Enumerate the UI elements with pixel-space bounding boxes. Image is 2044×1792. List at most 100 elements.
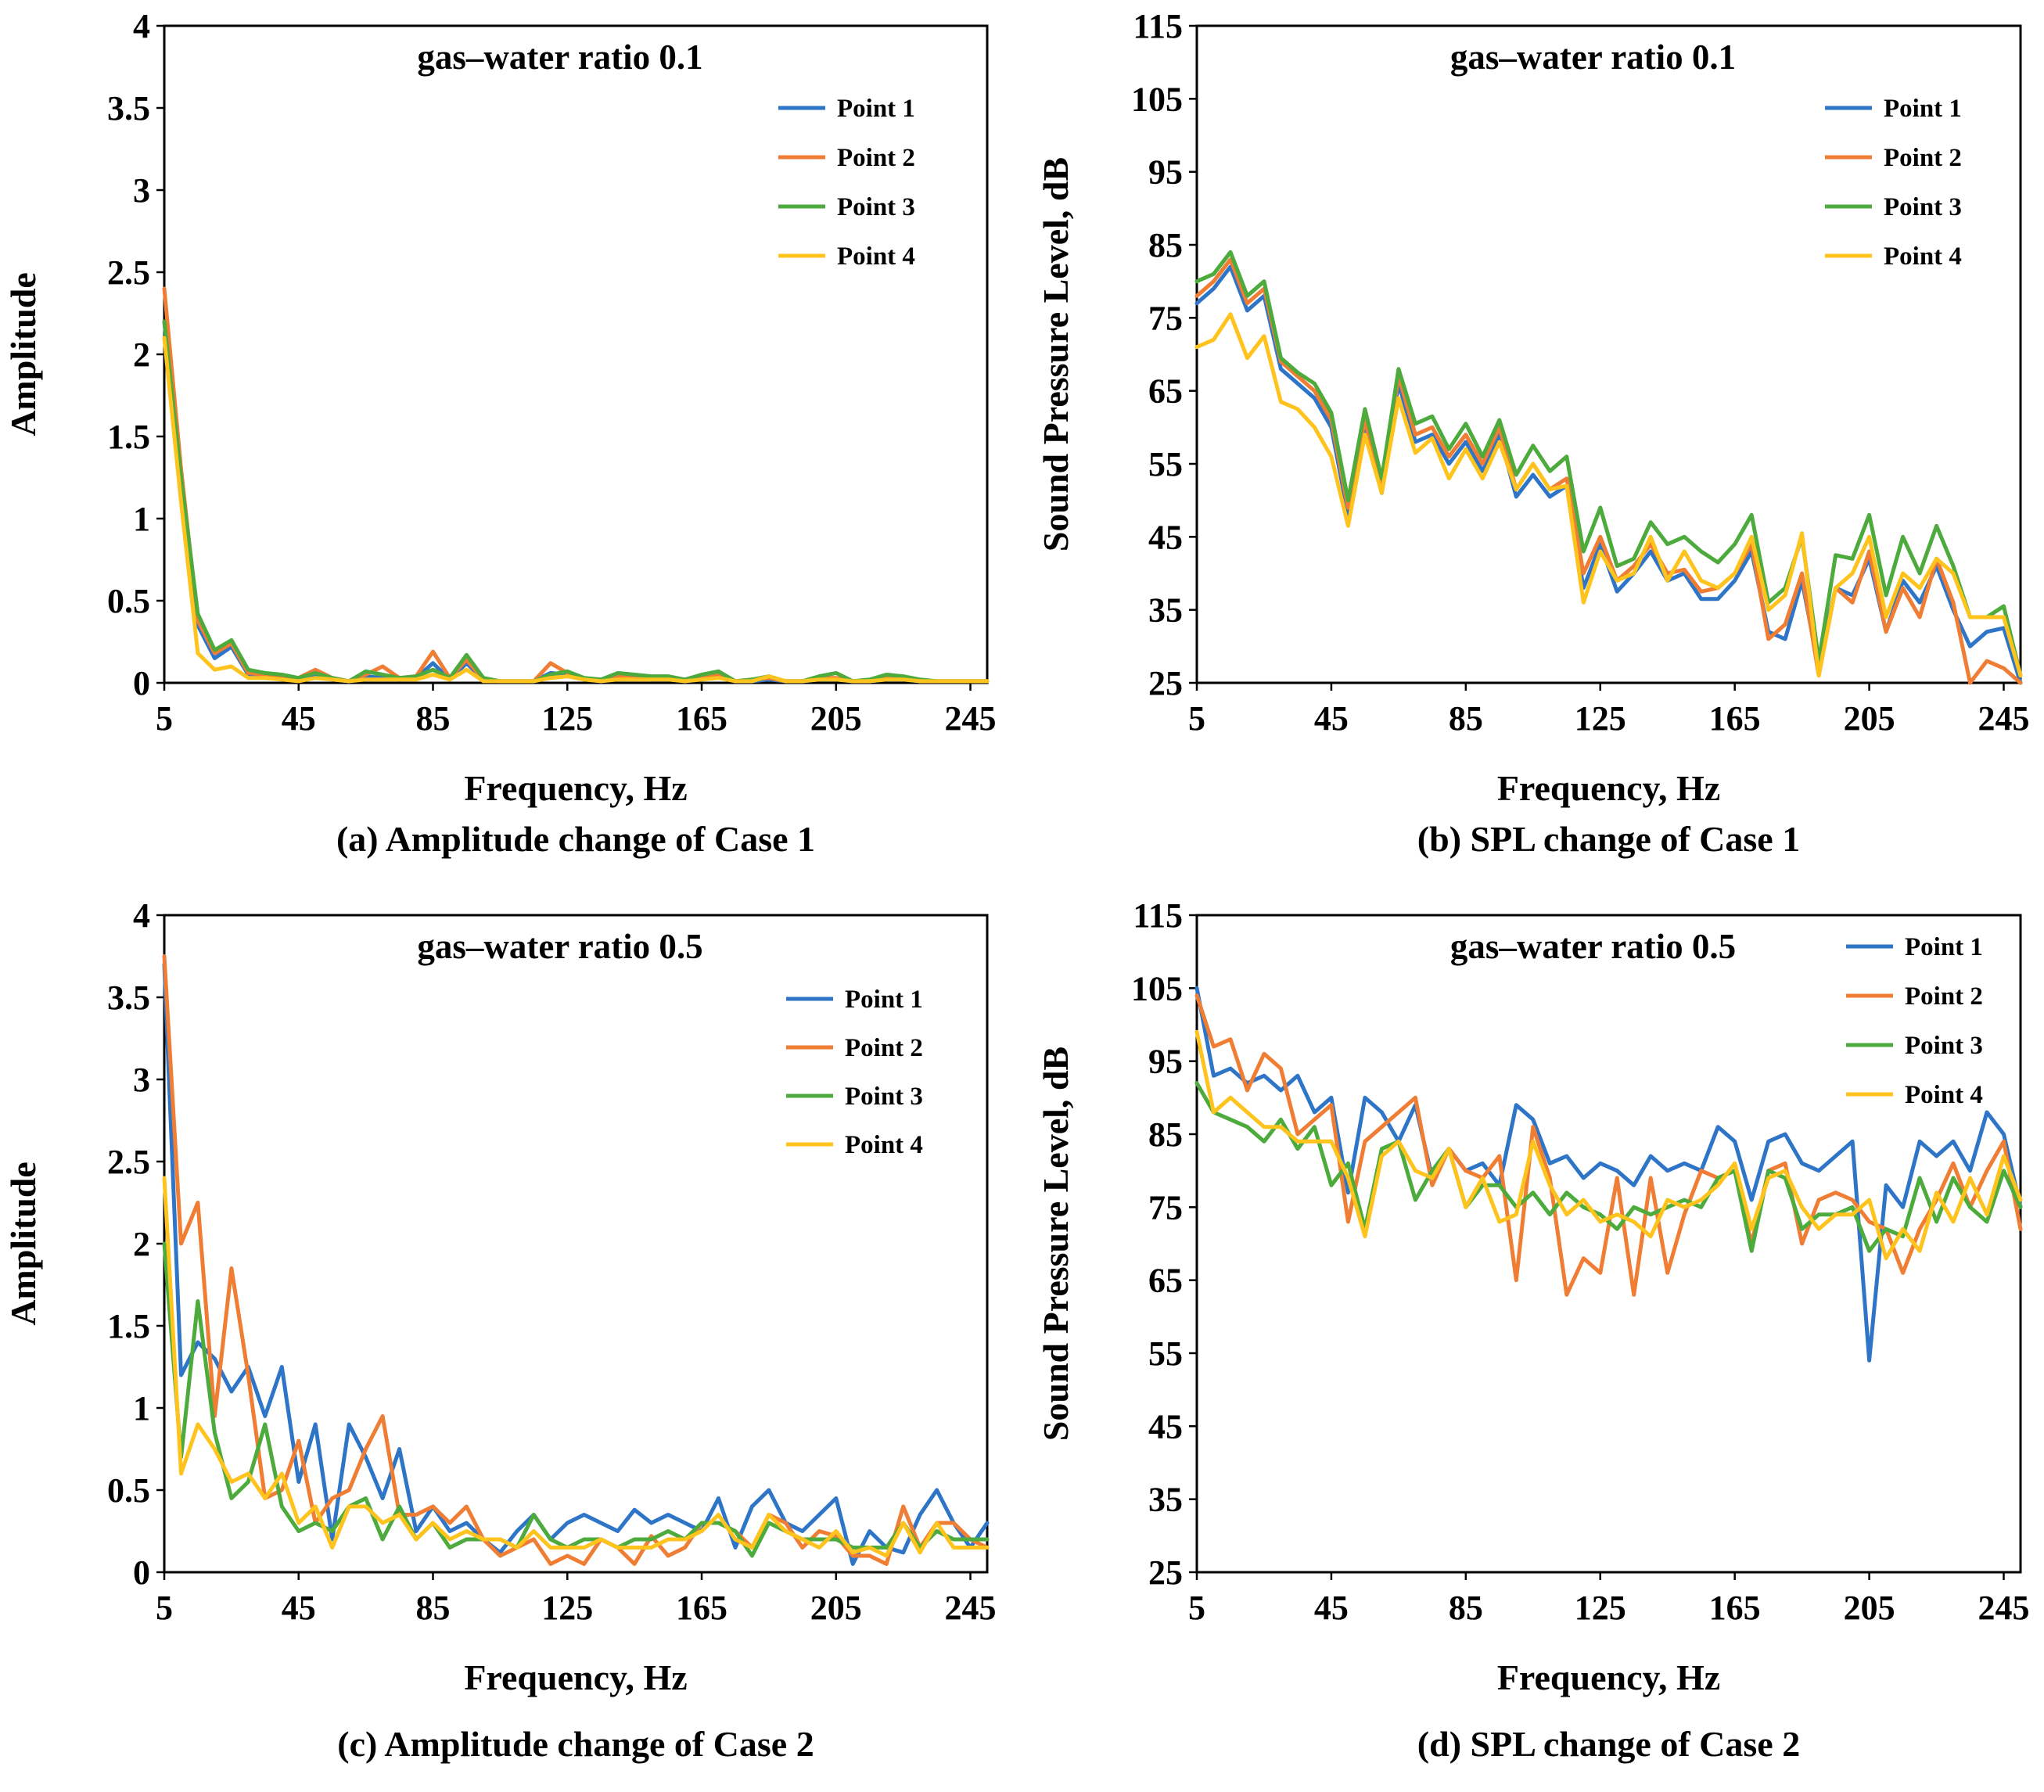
x-tick-label: 5 — [1188, 1589, 1205, 1627]
legend-label-point-4: Point 4 — [1884, 242, 1962, 271]
chart-panel-d: 25 35 45 55 65 75 85 95 105 115 5 45 85 125 165 205 245 F… — [1036, 896, 2030, 1764]
legend-label-point-3: Point 3 — [1905, 1032, 1983, 1060]
x-tick-label: 245 — [1978, 699, 2030, 738]
x-tick-label: 85 — [416, 699, 451, 738]
y-tick-label: 115 — [1133, 896, 1183, 935]
y-tick-label: 3.5 — [107, 89, 150, 127]
chart-panel-b: 25 35 45 55 65 75 85 95 105 115 5 45 85 125 165 205 245 F… — [1036, 7, 2030, 859]
figure-caption: (b) SPL change of Case 1 — [1417, 819, 1800, 859]
y-tick-label: 75 — [1148, 299, 1183, 337]
legend: Point 1 Point 2 Point 3 Point 4 — [786, 986, 923, 1159]
series-line-point-2 — [162, 954, 990, 1566]
y-tick-label: 45 — [1148, 518, 1183, 556]
y-tick-label: 3.5 — [107, 979, 150, 1017]
series-line-point-2 — [1194, 257, 2023, 685]
x-tick-label: 45 — [1314, 699, 1349, 738]
y-axis-title: Amplitude — [3, 272, 43, 436]
series-line-point-2 — [1194, 993, 2023, 1297]
y-tick-label: 85 — [1148, 226, 1183, 264]
figure-caption: (c) Amplitude change of Case 2 — [337, 1724, 814, 1764]
x-axis-title: Frequency, Hz — [464, 1657, 687, 1697]
y-tick-label: 85 — [1148, 1115, 1183, 1154]
y-tick-label: 55 — [1148, 1334, 1183, 1373]
series-line-point-2 — [162, 286, 990, 684]
y-tick-label: 105 — [1131, 969, 1183, 1007]
legend-label-point-1: Point 1 — [1884, 95, 1962, 123]
y-tick-label: 2 — [133, 1225, 150, 1263]
y-tick-label: 35 — [1148, 1481, 1183, 1519]
x-tick-label: 245 — [945, 1589, 997, 1627]
y-tick-label: 65 — [1148, 1262, 1183, 1300]
x-tick-label: 205 — [810, 1589, 862, 1627]
series-line-point-4 — [162, 1176, 990, 1558]
x-tick-label: 125 — [1575, 1589, 1626, 1627]
y-tick-label: 1 — [133, 1389, 150, 1427]
legend-label-point-2: Point 2 — [1905, 982, 1983, 1011]
x-tick-label: 165 — [676, 1589, 727, 1627]
annotation-text: gas–water ratio 0.1 — [1450, 38, 1736, 77]
y-tick-label: 25 — [1148, 664, 1183, 702]
annotation-text: gas–water ratio 0.1 — [417, 38, 702, 77]
y-tick-label: 2.5 — [107, 253, 150, 292]
legend-label-point-2: Point 2 — [837, 144, 915, 172]
y-tick-label: 65 — [1148, 372, 1183, 411]
plot-frame — [1195, 24, 2022, 684]
y-tick-label: 55 — [1148, 445, 1183, 483]
x-tick-label: 205 — [810, 699, 862, 738]
series-line-point-1 — [162, 319, 990, 684]
legend-label-point-4: Point 4 — [1905, 1081, 1983, 1109]
y-tick-label: 3 — [133, 171, 150, 210]
y-tick-label: 0.5 — [107, 1471, 150, 1510]
legend-label-point-3: Point 3 — [837, 193, 915, 221]
series-line-point-4 — [1194, 1029, 2023, 1261]
legend: Point 1 Point 2 Point 3 Point 4 — [1846, 933, 1983, 1109]
x-tick-label: 45 — [282, 1589, 316, 1627]
x-tick-label: 125 — [541, 699, 593, 738]
legend-label-point-1: Point 1 — [837, 95, 915, 123]
y-tick-label: 0 — [133, 1553, 150, 1592]
series-line-point-3 — [1194, 250, 2023, 678]
x-tick-label: 165 — [676, 699, 727, 738]
y-tick-label: 75 — [1148, 1188, 1183, 1226]
y-tick-label: 95 — [1148, 1043, 1183, 1081]
legend-label-point-3: Point 3 — [845, 1083, 923, 1111]
figure-caption: (a) Amplitude change of Case 1 — [336, 819, 815, 859]
chart-panel-c: 00.511.522.533.545 45 85 125 165 205 245Freque… — [3, 896, 997, 1764]
series-line-point-3 — [1194, 1081, 2023, 1253]
series-line-point-4 — [1194, 312, 2023, 678]
x-tick-label: 85 — [1449, 1589, 1483, 1627]
y-tick-label: 25 — [1148, 1553, 1183, 1592]
y-tick-label: 1.5 — [107, 1307, 150, 1345]
x-tick-label: 125 — [1575, 699, 1626, 738]
legend-label-point-2: Point 2 — [1884, 144, 1962, 172]
y-tick-label: 3 — [133, 1061, 150, 1099]
series-line-point-1 — [1194, 986, 2023, 1363]
y-tick-label: 35 — [1148, 591, 1183, 630]
y-axis-title: Amplitude — [3, 1162, 43, 1326]
x-tick-label: 5 — [1188, 699, 1205, 738]
series-line-point-4 — [162, 336, 990, 684]
y-tick-label: 0 — [133, 664, 150, 702]
x-tick-label: 85 — [416, 1589, 451, 1627]
y-tick-label: 4 — [133, 896, 150, 935]
y-tick-label: 2.5 — [107, 1143, 150, 1181]
x-tick-label: 45 — [1314, 1589, 1349, 1627]
x-tick-label: 5 — [156, 1589, 173, 1627]
x-tick-label: 245 — [1978, 1589, 2030, 1627]
figure-caption: (d) SPL change of Case 2 — [1417, 1724, 1800, 1764]
y-axis-title: Sound Pressure Level, dB — [1036, 1047, 1076, 1441]
x-tick-label: 125 — [541, 1589, 593, 1627]
y-tick-label: 105 — [1131, 80, 1183, 118]
x-axis-title: Frequency, Hz — [1497, 1657, 1720, 1697]
x-tick-label: 165 — [1709, 699, 1761, 738]
y-tick-label: 2 — [133, 336, 150, 374]
y-tick-label: 1 — [133, 500, 150, 538]
y-tick-label: 0.5 — [107, 582, 150, 620]
y-tick-label: 95 — [1148, 153, 1183, 192]
x-tick-label: 165 — [1709, 1589, 1761, 1627]
annotation-text: gas–water ratio 0.5 — [417, 927, 702, 966]
series-line-point-1 — [1194, 264, 2023, 685]
plot-frame — [1195, 914, 2022, 1574]
x-tick-label: 85 — [1449, 699, 1483, 738]
